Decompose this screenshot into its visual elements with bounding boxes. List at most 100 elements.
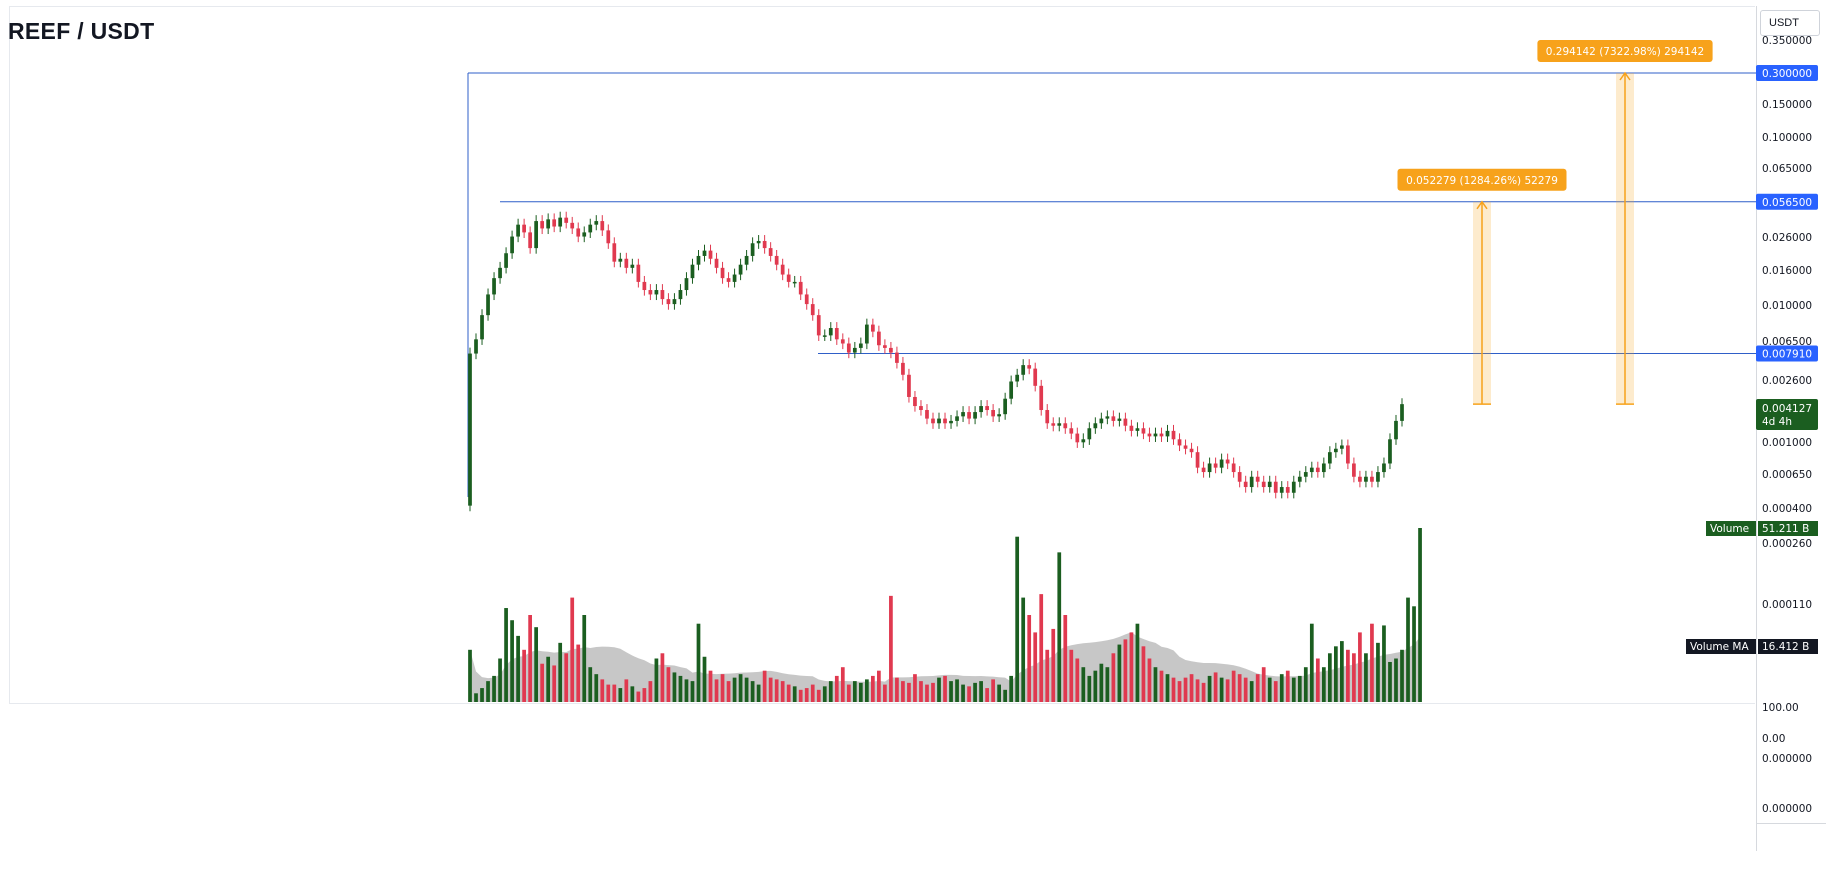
candle-body bbox=[1087, 428, 1092, 440]
measure-arrowhead bbox=[1476, 200, 1488, 210]
volume-bar bbox=[1273, 681, 1278, 702]
candle-body bbox=[1376, 472, 1380, 482]
volume-bar bbox=[804, 688, 809, 702]
volume-bar bbox=[1147, 658, 1152, 702]
chart-frame bbox=[9, 6, 1755, 704]
volume-bar bbox=[846, 684, 851, 702]
volume-ma-value-box bbox=[1758, 639, 1818, 654]
volume-bar bbox=[1261, 667, 1266, 702]
volume-bar bbox=[522, 649, 526, 702]
candle-body bbox=[1400, 404, 1404, 421]
volume-bar bbox=[1069, 649, 1074, 702]
volume-bar bbox=[702, 656, 707, 702]
candle-body bbox=[522, 224, 526, 233]
volume-bar bbox=[1406, 597, 1410, 702]
candle-body bbox=[1117, 418, 1122, 421]
volume-bar bbox=[1141, 646, 1146, 702]
volume-bar bbox=[492, 675, 496, 702]
volume-bar bbox=[889, 595, 893, 702]
volume-bar bbox=[895, 677, 899, 702]
volume-bar bbox=[528, 615, 532, 702]
candle-body bbox=[1291, 481, 1296, 493]
volume-bar bbox=[654, 658, 659, 702]
candle-body bbox=[1352, 463, 1356, 477]
candle-body bbox=[486, 294, 490, 316]
volume-bar bbox=[961, 684, 965, 702]
candle-body bbox=[834, 328, 839, 340]
measure-tools: 0.052279 (1284.26%) 52279 0.294142 (7322.… bbox=[1397, 40, 1713, 405]
volume-bar bbox=[1135, 623, 1140, 702]
volume-bar bbox=[1249, 681, 1254, 702]
candle-body bbox=[474, 339, 478, 354]
price-tick-label: 0.000110 bbox=[1762, 599, 1812, 611]
candle-body bbox=[810, 304, 815, 316]
volume-bar bbox=[864, 679, 869, 702]
candle-body bbox=[1165, 430, 1170, 437]
candle-body bbox=[618, 258, 623, 262]
candle-body bbox=[1225, 459, 1230, 464]
candle-body bbox=[1382, 463, 1386, 473]
volume-bar bbox=[624, 679, 629, 702]
candle-body bbox=[1231, 463, 1236, 473]
volume-bar bbox=[486, 681, 490, 702]
volume-bar bbox=[1195, 679, 1200, 702]
volume-bar bbox=[792, 686, 797, 702]
volume-bar bbox=[985, 688, 989, 702]
candle-body bbox=[919, 406, 923, 411]
currency-selector[interactable]: USDT bbox=[1760, 10, 1820, 36]
candle-body bbox=[1370, 476, 1374, 482]
candle-body bbox=[642, 281, 647, 291]
candle-body bbox=[985, 406, 989, 411]
volume-bar bbox=[1418, 528, 1422, 702]
axis-separator bbox=[1756, 823, 1826, 824]
volume-bar bbox=[546, 656, 551, 702]
volume-bar bbox=[907, 682, 911, 702]
volume-bar bbox=[1051, 628, 1056, 702]
candle-body bbox=[846, 343, 851, 353]
volume-bar bbox=[1081, 667, 1086, 702]
candle-body bbox=[1321, 463, 1326, 473]
volume-bar bbox=[1117, 644, 1122, 702]
candle-body bbox=[1195, 452, 1200, 468]
volume-bar bbox=[798, 689, 803, 702]
candle-body bbox=[1340, 445, 1344, 449]
candle-body bbox=[1255, 476, 1260, 482]
candle-body bbox=[774, 255, 779, 265]
candle-body bbox=[1267, 481, 1272, 488]
candle-body bbox=[1171, 430, 1176, 440]
candle-body bbox=[588, 224, 593, 233]
candle-body bbox=[714, 258, 719, 268]
volume-ma-name-box bbox=[1686, 639, 1756, 654]
candle-body bbox=[1364, 476, 1368, 482]
extra-tick-label: 0.000000 bbox=[1762, 753, 1812, 765]
volume-bar bbox=[696, 623, 701, 702]
price-tick-label: 0.000650 bbox=[1762, 469, 1812, 481]
volume-bar bbox=[1171, 677, 1176, 702]
measure-label: 0.052279 (1284.26%) 52279 bbox=[1406, 175, 1558, 187]
volume-bar bbox=[967, 686, 971, 702]
candle-body bbox=[606, 230, 611, 244]
candle-body bbox=[528, 232, 532, 249]
candle-body bbox=[702, 250, 707, 256]
price-tick-label: 0.016000 bbox=[1762, 265, 1812, 277]
volume-bar bbox=[726, 681, 731, 702]
candle-body bbox=[576, 228, 581, 237]
candle-body bbox=[1069, 428, 1074, 434]
volume-bar bbox=[973, 682, 977, 702]
volume-bar bbox=[1033, 632, 1038, 702]
candle-body bbox=[907, 374, 911, 397]
volume-bar bbox=[588, 667, 593, 702]
volume-bar bbox=[576, 644, 581, 702]
candle-body bbox=[1159, 433, 1164, 437]
volume-bar bbox=[636, 691, 641, 702]
volume-bar bbox=[630, 686, 635, 702]
volume-bar bbox=[480, 688, 484, 702]
volume-bar bbox=[943, 675, 947, 702]
volume-value: 51.211 B bbox=[1762, 523, 1809, 535]
candle-body bbox=[1285, 487, 1290, 493]
volume-bar bbox=[660, 653, 665, 702]
candle-body bbox=[1201, 467, 1206, 473]
volume-bar bbox=[1297, 675, 1302, 702]
candle-body bbox=[804, 294, 809, 305]
